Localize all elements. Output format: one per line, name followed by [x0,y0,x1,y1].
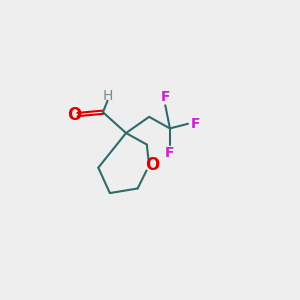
Text: O: O [68,106,82,124]
Text: H: H [102,89,113,103]
Text: F: F [165,146,175,160]
Text: O: O [146,156,160,174]
Text: F: F [191,117,200,131]
Text: F: F [160,90,170,104]
